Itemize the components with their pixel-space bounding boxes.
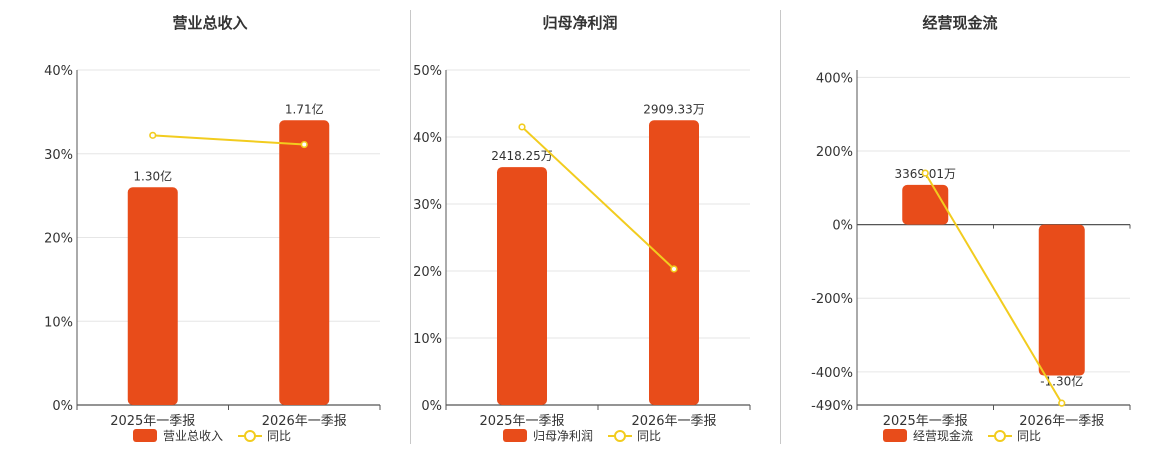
legend-bar-label: 归母净利润 [533, 429, 593, 443]
y-tick-label: 200% [816, 145, 853, 160]
y-tick-label: 40% [44, 64, 73, 79]
bar [649, 120, 699, 405]
legend-bar-swatch [503, 429, 527, 442]
y-tick-label: -400% [811, 366, 853, 381]
yoy-line [152, 134, 305, 146]
yoy-point [300, 140, 308, 149]
legend-bar-label: 经营现金流 [913, 428, 973, 443]
chart-title: 归母净利润 [542, 14, 617, 32]
x-category-label: 2025年一季报 [883, 414, 968, 429]
cash-flow-chart: 经营现金流-490%-400%-200%0%200%400%3369.01万-1… [811, 14, 1131, 443]
legend-line-label: 同比 [1017, 429, 1041, 443]
x-category-label: 2025年一季报 [479, 414, 564, 429]
y-tick-label: 40% [413, 131, 442, 146]
bar [279, 120, 330, 405]
legend-bar-swatch [133, 429, 157, 442]
yoy-point [921, 169, 929, 177]
bar-data-label: 2909.33万 [643, 102, 705, 116]
y-tick-label: 20% [413, 265, 442, 280]
y-tick-label: 10% [413, 332, 442, 347]
x-category-label: 2026年一季报 [631, 414, 716, 429]
y-tick-label: 0% [421, 399, 442, 414]
yoy-point [1058, 399, 1066, 407]
y-tick-label: 30% [44, 148, 73, 163]
y-tick-label: 400% [816, 71, 853, 86]
yoy-point [670, 265, 678, 273]
y-tick-label: -200% [811, 292, 853, 307]
y-tick-label: 0% [52, 399, 73, 414]
x-category-label: 2026年一季报 [1019, 414, 1104, 429]
bar [1038, 224, 1085, 376]
legend-line-label: 同比 [267, 429, 291, 443]
y-tick-label: 20% [44, 232, 73, 247]
yoy-point [518, 123, 526, 131]
legend-bar-swatch [883, 429, 907, 442]
bar-data-label: 2418.25万 [491, 149, 553, 163]
net-profit-chart-panel: 归母净利润 0% 10% 20% 30% 40% 50% 2418.25万 2909.33万 20… [370, 0, 770, 450]
x-category-label: 2026年一季报 [262, 414, 347, 429]
cash-flow-chart-panel: 经营现金流-490%-400%-200%0%200%400%3369.01万-1… [760, 0, 1160, 450]
y-tick-label: -490% [811, 399, 853, 414]
y-tick-label: 10% [44, 315, 73, 330]
legend-bar-label: 营业总收入 [163, 429, 223, 443]
chart-title: 营业总收入 [172, 14, 247, 32]
panel-divider [410, 10, 411, 444]
bar-data-label: 1.71亿 [285, 101, 324, 116]
yoy-line [924, 172, 1063, 404]
bar [902, 184, 949, 225]
legend-line-marker [614, 430, 626, 442]
legend-line-marker [994, 430, 1006, 442]
net-profit-chart: 归母净利润 0% 10% 20% 30% 40% 50% 2418.25万 2909.33万 20… [413, 14, 751, 443]
chart-title: 经营现金流 [922, 14, 997, 32]
legend-line-marker [244, 430, 256, 442]
y-tick-label: 30% [413, 198, 442, 213]
yoy-line [521, 126, 675, 270]
revenue-chart-panel: 营业总收入 0% 10% 20% 30% 40% 1.30亿 1.71亿 2025年一季报 202… [0, 0, 400, 450]
y-tick-label: 0% [832, 219, 853, 234]
panel-divider [780, 10, 781, 444]
legend-line-label: 同比 [637, 429, 661, 443]
bar [127, 187, 178, 405]
revenue-chart: 营业总收入 0% 10% 20% 30% 40% 1.30亿 1.71亿 2025年一季报 202… [44, 14, 381, 443]
y-tick-label: 50% [413, 64, 442, 79]
bar-data-label: 1.30亿 [133, 168, 172, 183]
bar [497, 167, 547, 405]
x-category-label: 2025年一季报 [110, 414, 195, 429]
yoy-point [149, 131, 157, 139]
